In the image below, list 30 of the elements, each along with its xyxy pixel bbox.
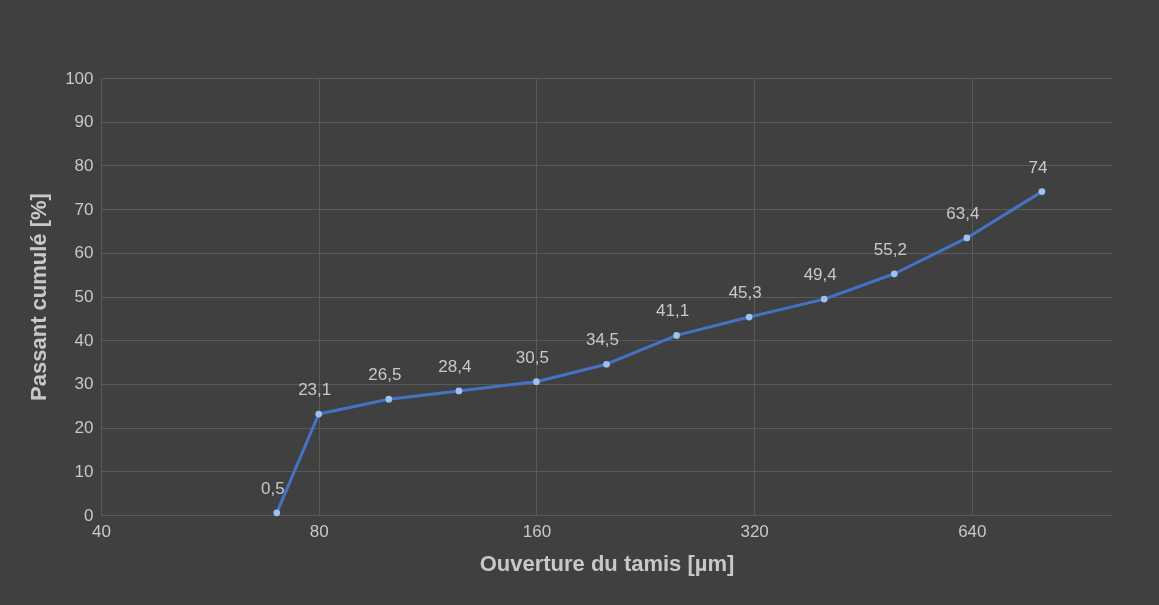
data-label: 63,4 (946, 203, 980, 223)
x-axis-title: Ouverture du tamis [µm] (479, 550, 735, 576)
y-tick-label: 90 (74, 112, 94, 132)
x-tick-label: 640 (958, 521, 987, 541)
y-tick-label: 30 (74, 374, 94, 394)
y-tick-label: 70 (74, 199, 94, 219)
data-label: 45,3 (728, 283, 762, 303)
x-tick-label: 40 (92, 521, 111, 541)
data-label: 49,4 (803, 265, 837, 285)
y-tick-label: 50 (74, 287, 94, 306)
data-label: 0,5 (260, 478, 285, 498)
data-label: 41,1 (656, 301, 690, 321)
y-tick-label: 0 (84, 505, 94, 525)
data-label: 30,5 (515, 347, 549, 367)
y-axis-title: Passant cumulé [%] (26, 193, 52, 401)
data-label: 34,5 (585, 330, 620, 350)
data-label: 26,5 (368, 365, 402, 385)
data-label: 55,2 (873, 239, 907, 259)
data-label: 28,4 (438, 356, 472, 376)
y-tick-label: 80 (74, 155, 94, 175)
x-tick-label: 160 (522, 521, 552, 541)
y-tick-label: 20 (74, 418, 94, 438)
data-label: 74 (1028, 157, 1048, 177)
data-label: 23,1 (298, 380, 332, 400)
y-tick-label: 10 (74, 461, 94, 481)
x-tick-label: 320 (740, 521, 769, 541)
y-tick-label: 60 (74, 243, 94, 263)
x-tick-label: 80 (309, 521, 329, 541)
y-tick-label: 40 (74, 330, 94, 350)
y-tick-label: 100 (65, 68, 94, 88)
